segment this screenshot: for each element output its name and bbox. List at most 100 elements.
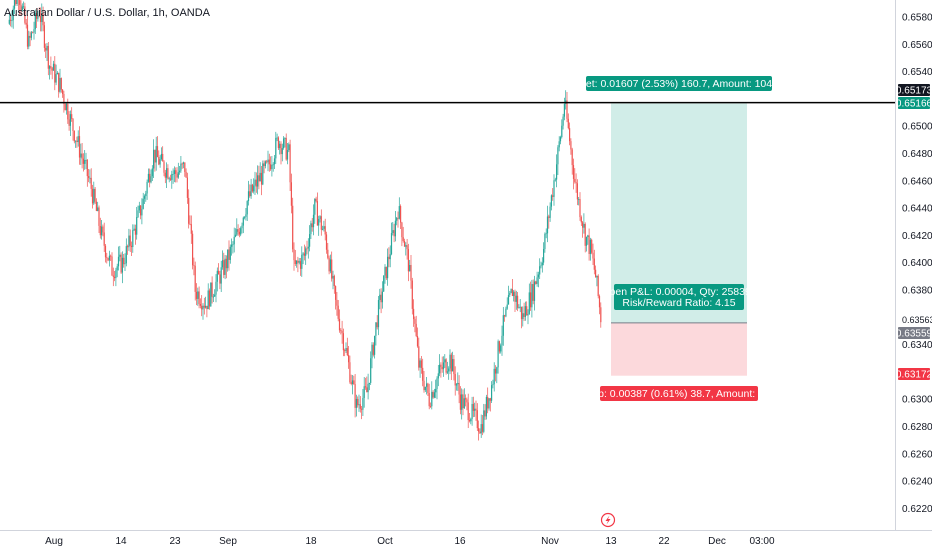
candle-body <box>319 216 321 219</box>
candle-body <box>71 114 73 119</box>
candle-body <box>286 150 289 160</box>
time-tick-label: 16 <box>454 536 466 547</box>
candle-body <box>149 173 151 183</box>
candle-body <box>558 141 560 148</box>
candle-body <box>496 367 498 374</box>
candle-body <box>263 163 265 167</box>
candle-body <box>439 364 441 374</box>
candle-body <box>523 313 525 317</box>
candle-body <box>129 235 131 246</box>
candle-body <box>146 181 148 194</box>
candle-body <box>390 233 393 255</box>
candle-body <box>461 394 463 410</box>
candle-body <box>385 266 387 279</box>
candle-body <box>273 158 276 165</box>
candle-body <box>189 223 191 225</box>
candle-body <box>582 222 584 228</box>
candle-body <box>310 223 312 235</box>
candle-body <box>589 239 591 254</box>
candle-body <box>340 330 342 332</box>
candle-body <box>403 241 406 247</box>
candle-body <box>552 195 554 197</box>
candle-body <box>210 282 212 307</box>
candle-body <box>478 428 480 432</box>
candle-body <box>524 306 526 317</box>
time-tick-label: Oct <box>377 536 393 547</box>
candle-body <box>531 284 533 308</box>
candle-body <box>450 354 452 372</box>
candle-body <box>143 196 146 199</box>
candle-body <box>16 0 18 5</box>
risk-reward-line: Risk/Reward Ratio: 4.15 <box>622 297 735 309</box>
candle-body <box>32 32 34 34</box>
candle-body <box>21 6 23 11</box>
candle-body <box>62 89 64 95</box>
candle-body <box>164 172 166 178</box>
candle-body <box>15 0 17 5</box>
candle-body <box>84 160 86 164</box>
candle-body <box>566 100 568 119</box>
candle-body <box>311 223 313 228</box>
candle-body <box>258 175 260 182</box>
candle-body <box>554 179 556 181</box>
candle-body <box>283 138 285 149</box>
candle-body <box>520 306 523 320</box>
open-pnl-label[interactable]: Open P&L: 0.00004, Qty: 258397 Risk/Rewa… <box>601 284 757 310</box>
candle-body <box>253 185 255 192</box>
candle-body <box>197 291 199 299</box>
candle-body <box>259 172 261 182</box>
candle-body <box>303 253 305 256</box>
time-axis-ticks: Aug 14 23 Sep 18 Oct 16 Nov 13 22 Dec 03:00 <box>45 536 775 547</box>
candle-body <box>414 319 416 324</box>
candle-body <box>41 13 43 23</box>
candle-body <box>541 262 543 266</box>
candle-body <box>218 270 220 275</box>
candle-body <box>216 270 218 282</box>
stop-label[interactable]: Stop: 0.00387 (0.61%) 38.7, Amount: 990 <box>582 386 776 401</box>
candle-body <box>424 386 426 391</box>
candle-body <box>255 179 257 187</box>
candle-body <box>557 147 559 165</box>
candle-body <box>579 199 581 218</box>
candle-body <box>519 306 521 308</box>
candle-body <box>348 355 350 363</box>
candle-body <box>158 157 160 165</box>
candle-body <box>333 275 335 287</box>
candle-body <box>47 45 49 69</box>
time-tick-label: 14 <box>115 536 127 547</box>
candle-body <box>160 153 162 160</box>
candle-body <box>533 281 536 301</box>
stop-zone[interactable] <box>611 322 747 376</box>
target-label[interactable]: Target: 0.01607 (2.53%) 160.7, Amount: 1… <box>565 76 793 91</box>
lightning-bolt-icon[interactable] <box>600 512 616 528</box>
candle-body <box>78 136 81 158</box>
candle-body <box>279 143 281 149</box>
candle-body <box>580 217 582 223</box>
candle-body <box>454 374 456 386</box>
time-tick-label: Aug <box>45 536 63 547</box>
candle-body <box>58 72 60 92</box>
candle-body <box>214 294 216 297</box>
candle-body <box>29 35 31 38</box>
candle-body <box>38 15 40 17</box>
candle-body <box>241 225 243 229</box>
candle-body <box>247 191 250 202</box>
candle-body <box>23 6 25 8</box>
candle-body <box>367 383 369 393</box>
candle-body <box>208 290 211 307</box>
candle-body <box>192 233 194 266</box>
candle-body <box>20 4 22 11</box>
candle-body <box>362 397 364 410</box>
candle-body <box>244 216 246 218</box>
candle-body <box>237 229 239 232</box>
candle-body <box>240 228 242 235</box>
candle-body <box>445 359 447 373</box>
candle-body <box>91 188 94 204</box>
candle-body <box>271 164 273 170</box>
candle-body <box>465 398 467 400</box>
candle-body <box>379 294 381 301</box>
candle-body <box>46 45 48 51</box>
